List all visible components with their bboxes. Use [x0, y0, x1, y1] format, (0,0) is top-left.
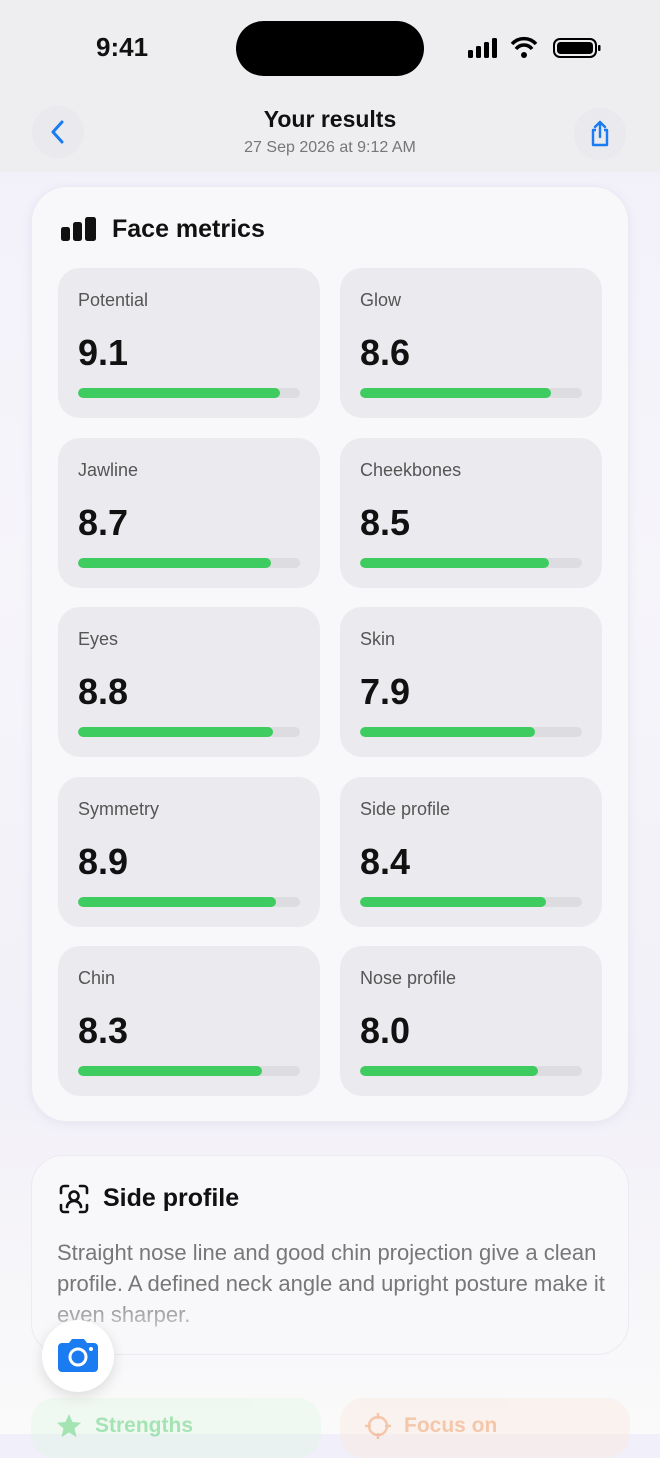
metric-tile: Nose profile 8.0 — [340, 946, 602, 1096]
description: Straight nose line and good chin project… — [57, 1240, 605, 1327]
focus-chip[interactable]: Focus on — [340, 1398, 630, 1458]
card-title: Side profile — [103, 1184, 240, 1212]
progress-fill — [360, 896, 547, 907]
metric-score: 8.5 — [360, 501, 411, 543]
metric-tile: Potential 9.1 — [58, 268, 320, 418]
share-button[interactable] — [574, 108, 626, 160]
metric-tile: Eyes 8.8 — [58, 607, 320, 757]
metric-score: 8.0 — [360, 1010, 411, 1051]
metric-score: 8.4 — [360, 840, 411, 882]
progress-fill — [360, 1066, 538, 1076]
target-icon — [365, 1413, 391, 1439]
metric-tile: Symmetry 8.9 — [58, 776, 320, 927]
metric-name: Nose profile — [360, 968, 457, 988]
metric-score: 8.3 — [78, 1010, 129, 1051]
status-icons — [468, 36, 601, 58]
metric-tile: Cheekbones 8.5 — [340, 437, 602, 588]
header-date: 27 Sep 2026 at 9:12 AM — [244, 139, 416, 156]
progress-track — [360, 388, 582, 398]
metric-name: Cheekbones — [360, 459, 462, 480]
metric-name: Eyes — [78, 629, 119, 649]
share-icon — [591, 120, 609, 147]
progress-fill — [360, 727, 536, 737]
status-time: 9:41 — [96, 32, 149, 62]
chip-label: Focus on — [404, 1414, 498, 1437]
progress-fill — [360, 388, 551, 398]
metrics-icon — [61, 217, 96, 241]
metric-name: Glow — [360, 290, 402, 310]
metric-score: 9.1 — [78, 332, 129, 373]
back-button[interactable] — [32, 106, 84, 158]
metric-name: Potential — [78, 290, 149, 310]
progress-track — [360, 727, 582, 737]
camera-button[interactable] — [42, 1320, 114, 1392]
progress-track — [78, 896, 300, 907]
metric-name: Chin — [78, 968, 116, 988]
metric-score: 8.7 — [78, 501, 129, 543]
metric-tile: Jawline 8.7 — [58, 437, 320, 588]
chip-label: Strengths — [95, 1414, 194, 1437]
metric-name: Jawline — [78, 459, 139, 480]
progress-track — [78, 557, 300, 568]
progress-fill — [78, 727, 274, 737]
progress-fill — [78, 557, 272, 568]
metric-score: 8.6 — [360, 332, 411, 373]
metric-tile: Glow 8.6 — [340, 268, 602, 418]
progress-track — [360, 557, 582, 568]
progress-track — [360, 1066, 582, 1076]
progress-track — [360, 896, 582, 907]
progress-fill — [78, 1066, 263, 1076]
metric-name: Skin — [360, 629, 396, 649]
star-icon — [57, 1414, 81, 1437]
metric-name: Side profile — [360, 798, 451, 819]
progress-fill — [78, 896, 276, 907]
back-icon — [51, 120, 64, 144]
metric-score: 7.9 — [360, 671, 411, 712]
progress-fill — [360, 557, 549, 568]
header-title: Your results — [263, 106, 397, 132]
progress-track — [78, 388, 300, 398]
metric-tile: Skin 7.9 — [340, 607, 602, 757]
progress-track — [78, 727, 300, 737]
metric-tile: Side profile 8.4 — [340, 776, 602, 927]
metric-score: 8.8 — [78, 671, 129, 712]
card-title: Face metrics — [112, 215, 265, 243]
metric-score: 8.9 — [78, 840, 129, 882]
camera-icon — [58, 1339, 98, 1372]
strengths-chip[interactable]: Strengths — [31, 1398, 321, 1458]
progress-fill — [78, 388, 281, 398]
metric-name: Symmetry — [78, 798, 159, 819]
progress-track — [78, 1066, 300, 1076]
dynamic-island — [236, 21, 424, 76]
metric-tile: Chin 8.3 — [58, 946, 320, 1096]
side-profile-card — [31, 1155, 629, 1355]
profile-icon — [59, 1184, 89, 1214]
